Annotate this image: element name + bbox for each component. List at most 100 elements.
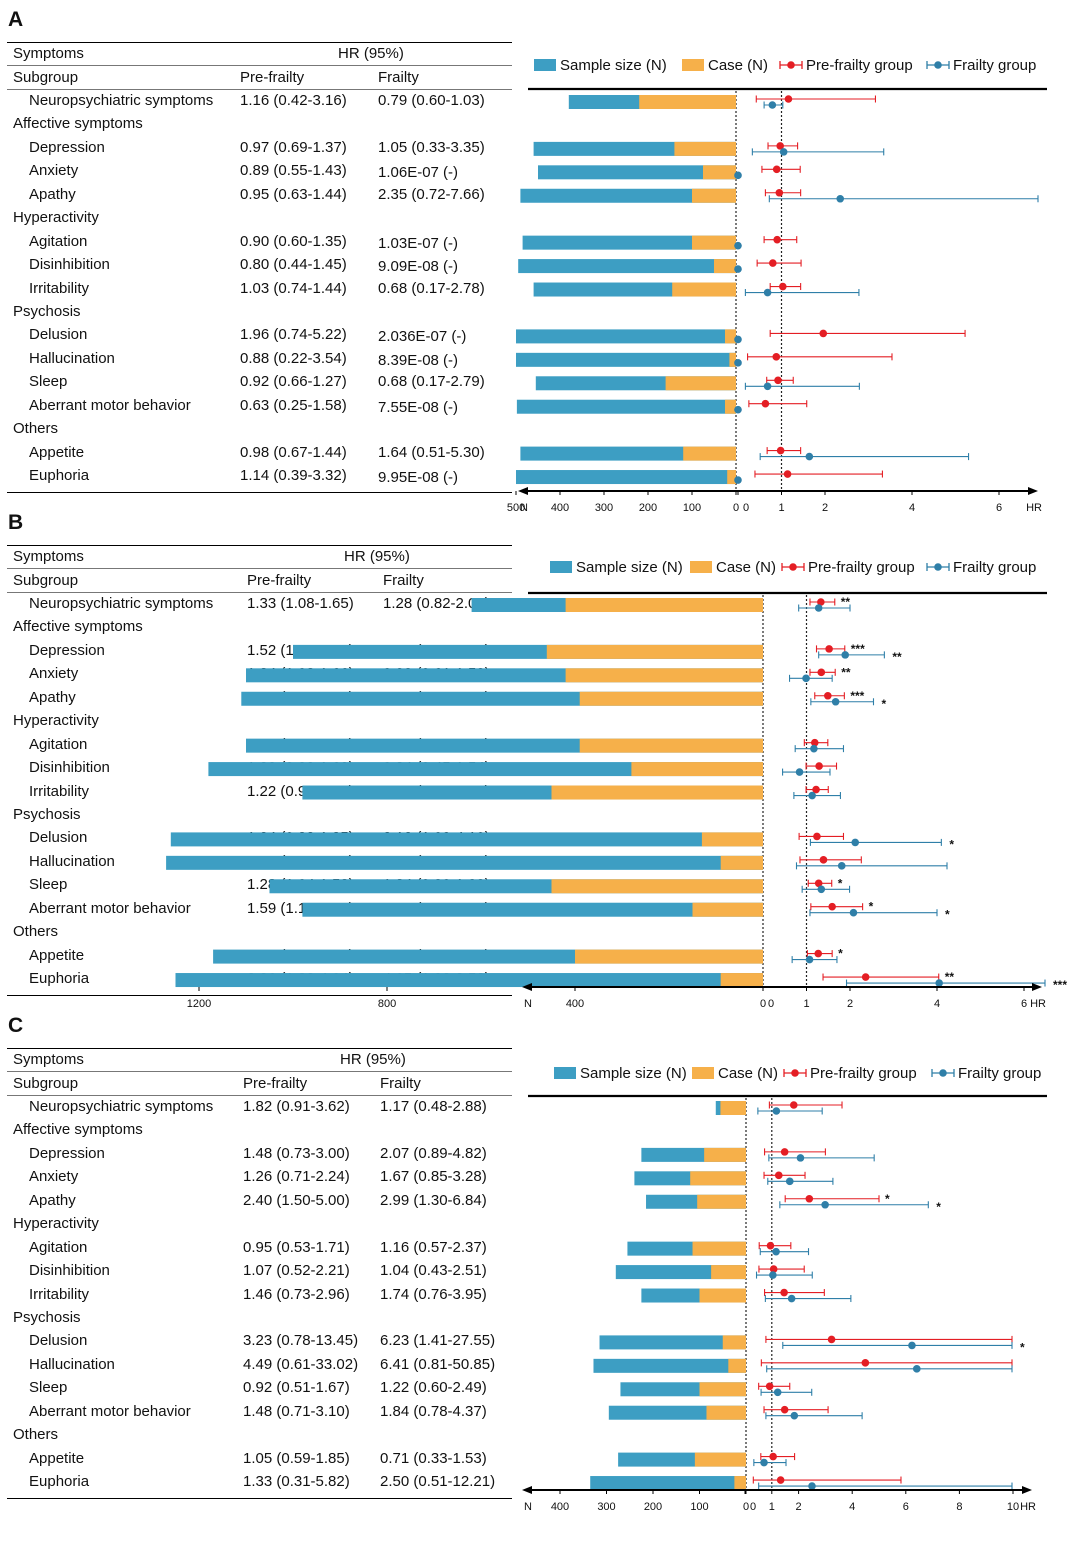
frailty-point [849, 908, 858, 917]
header-hr: HR (95%) [340, 1051, 406, 1068]
hr-frailty-cell: 2.07 (0.89-4.82) [380, 1144, 487, 1162]
frailty-point [836, 194, 845, 203]
legend-sample-size-text: Sample size (N) [560, 57, 667, 74]
case-bar [565, 668, 763, 683]
hr-frailty-cell: 1.06E-07 (-) [378, 164, 459, 182]
subgroup-label: Apathy [29, 688, 76, 706]
hr-pre-frailty-cell: 1.03 (0.74-1.44) [240, 279, 347, 297]
pre-frailty-point [817, 598, 825, 606]
header-symptoms: Symptoms [13, 548, 84, 565]
case-bar [665, 376, 736, 391]
frailty-significance: ** [892, 650, 902, 664]
subgroup-label: Sleep [29, 876, 68, 894]
case-bar [694, 1452, 746, 1467]
case-bar [692, 235, 736, 250]
subgroup-label: Apathy [29, 185, 76, 203]
hr-axis-tick-label: 0 [743, 502, 749, 514]
group-label: Hyperactivity [13, 1215, 99, 1233]
legend-case-swatch [692, 1067, 714, 1079]
sample-size-bar [520, 446, 736, 461]
table-mid-rule [7, 1071, 512, 1072]
n-axis-tick-label: 0 [733, 502, 739, 514]
sample-size-bar [516, 470, 736, 485]
frailty-point [837, 862, 846, 870]
hr-frailty-cell: 1.04 (0.43-2.51) [380, 1262, 487, 1280]
legend-pre-frailty-dot [789, 563, 797, 571]
x-axis-arrow-right [1032, 983, 1042, 991]
pre-frailty-point [817, 668, 826, 677]
frailty-point [851, 838, 860, 847]
sample-size-bar [518, 259, 736, 274]
pre-frailty-point [810, 738, 819, 747]
header-symptoms: Symptoms [13, 45, 84, 62]
subgroup-label: Depression [29, 641, 105, 659]
panel-letter: B [8, 511, 24, 534]
table-header-rule [7, 89, 512, 90]
x-axis-arrow-left [522, 983, 532, 991]
subgroup-label: Depression [29, 1144, 105, 1162]
subgroup-label: Appetite [29, 946, 85, 964]
frailty-point [810, 744, 818, 753]
sample-size-bar [175, 973, 763, 988]
frailty-point [808, 791, 816, 800]
subgroup-label: Appetite [29, 443, 85, 461]
subgroup-label: Euphoria [29, 970, 90, 988]
subgroup-label: Disinhibition [29, 759, 110, 777]
header-frailty: Frailty [380, 1075, 421, 1092]
hr-axis-tick-label: 2 [822, 502, 828, 514]
header-subgroup: Subgroup [13, 1075, 79, 1092]
pre-frailty-point [827, 1335, 836, 1344]
subgroup-label: Irritability [29, 782, 90, 800]
n-axis-tick-label: 300 [595, 502, 613, 514]
legend-pre-frailty-text: Pre-frailty group [810, 1065, 917, 1082]
sample-size-bar [170, 832, 763, 847]
hr-axis-tick-label: 2 [847, 998, 853, 1010]
sample-size-bar [520, 188, 736, 203]
frailty-point [734, 476, 742, 484]
pre-frailty-significance: * [838, 947, 843, 961]
frailty-point [790, 1411, 799, 1420]
hr-pre-frailty-cell: 1.82 (0.91-3.62) [243, 1098, 350, 1115]
sample-size-bar [516, 329, 736, 344]
legend-frailty-dot [934, 61, 942, 69]
forest-plot-A: Sample size (N) Case (N) Pre-frailty group… [507, 57, 1047, 514]
pre-frailty-significance: ** [945, 970, 955, 984]
sample-size-bar [208, 762, 763, 777]
header-subgroup: Subgroup [13, 572, 79, 589]
pre-frailty-point [825, 645, 833, 653]
pre-frailty-significance: ** [841, 665, 851, 679]
case-bar [639, 95, 736, 109]
table-header-rule [7, 592, 512, 593]
frailty-point [760, 1458, 768, 1467]
table-top-rule [7, 1048, 512, 1049]
pre-frailty-point [780, 1405, 789, 1414]
hr-frailty-cell: 2.35 (0.72-7.66) [378, 185, 485, 203]
table-top-rule [7, 545, 512, 546]
sample-size-bar [599, 1335, 746, 1350]
subgroup-label: Neuropsychiatric symptoms [29, 1098, 214, 1115]
legend-case-text: Case (N) [716, 559, 776, 576]
case-bar [546, 644, 763, 659]
pre-frailty-point [776, 1476, 785, 1484]
frailty-point [772, 1107, 781, 1115]
subgroup-label: Euphoria [29, 1473, 90, 1491]
frailty-point [734, 241, 742, 250]
hr-pre-frailty-cell: 0.95 (0.53-1.71) [243, 1238, 350, 1256]
pre-frailty-significance: *** [851, 642, 865, 656]
pre-frailty-point [861, 973, 870, 981]
hr-frailty-cell: 1.84 (0.78-4.37) [380, 1402, 487, 1420]
hr-pre-frailty-cell: 1.46 (0.73-2.96) [243, 1285, 350, 1303]
pre-frailty-point [861, 1359, 870, 1367]
frailty-point [935, 979, 943, 987]
hr-pre-frailty-cell: 0.63 (0.25-1.58) [240, 396, 347, 414]
hr-axis-tick-label: 8 [956, 1501, 962, 1513]
group-label: Affective symptoms [13, 618, 143, 636]
pre-frailty-point [783, 470, 792, 478]
subgroup-label: Appetite [29, 1449, 85, 1467]
hr-pre-frailty-cell: 0.98 (0.67-1.44) [240, 443, 347, 461]
pre-frailty-point [815, 762, 823, 770]
hr-frailty-cell: 1.17 (0.48-2.88) [380, 1098, 487, 1115]
hr-axis-tick-label: 0 [768, 998, 774, 1010]
pre-frailty-point [772, 353, 781, 361]
case-bar [699, 1288, 746, 1303]
